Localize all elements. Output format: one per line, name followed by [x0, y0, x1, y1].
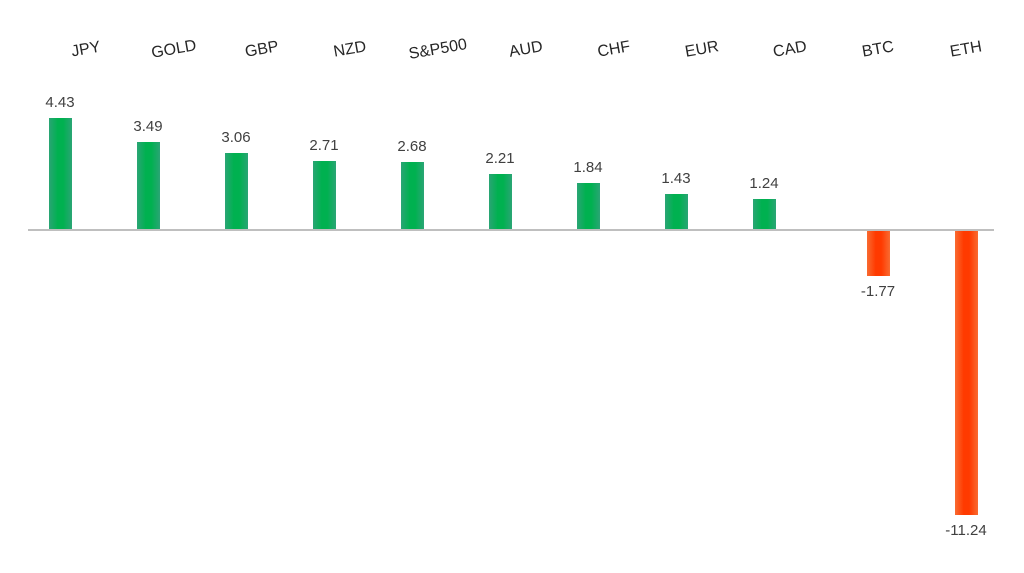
category-label: NZD	[332, 38, 368, 61]
bar	[954, 231, 978, 515]
zero-axis-line	[28, 229, 994, 231]
bar-value-label: 1.43	[661, 170, 691, 187]
bar-value-label: 2.71	[309, 137, 339, 154]
category-label: AUD	[507, 38, 545, 61]
category-label: GBP	[243, 38, 281, 61]
bar	[48, 118, 72, 230]
bar	[664, 194, 688, 230]
bar-value-label: 3.49	[133, 118, 163, 135]
bar	[312, 161, 336, 230]
category-label: EUR	[683, 38, 721, 61]
bar-value-label: 4.43	[45, 94, 75, 111]
bar	[400, 162, 424, 230]
bar-value-label: 2.68	[397, 138, 427, 155]
category-label: ETH	[948, 38, 984, 61]
bar	[752, 199, 776, 230]
category-label: JPY	[69, 38, 102, 61]
category-label: BTC	[860, 38, 896, 61]
bar	[224, 153, 248, 230]
bar-value-label: 2.21	[485, 150, 515, 167]
bar	[136, 142, 160, 230]
category-label: CHF	[596, 38, 632, 61]
bar-value-label: 1.84	[573, 159, 603, 176]
bar	[866, 231, 890, 276]
bar-value-label: 3.06	[221, 129, 251, 146]
bar	[576, 183, 600, 230]
bar-value-label: -11.24	[945, 522, 987, 539]
bar	[488, 174, 512, 230]
category-label: CAD	[771, 38, 809, 61]
category-label: GOLD	[150, 37, 198, 62]
bar-value-label: -1.77	[860, 283, 896, 300]
bar-value-label: 1.24	[749, 175, 779, 192]
category-label: S&P500	[407, 36, 469, 63]
